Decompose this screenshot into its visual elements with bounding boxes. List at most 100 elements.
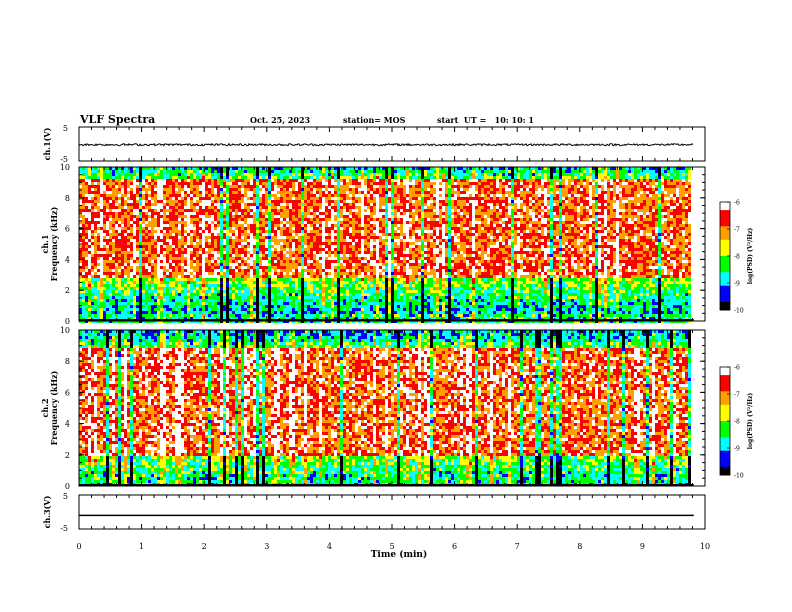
spectrogram-cell (127, 308, 130, 311)
spectrogram-cell (208, 209, 211, 212)
spectrogram-cell (205, 212, 208, 215)
spectrogram-cell (115, 302, 118, 305)
spectrogram-cell (166, 284, 169, 287)
spectrogram-cell (172, 281, 175, 284)
spectrogram-cell (199, 176, 202, 179)
spectrogram-cell (187, 230, 190, 233)
spectrogram-cell (121, 236, 124, 239)
spectrogram-cell (91, 299, 94, 302)
spectrogram-cell (166, 257, 169, 260)
spectrogram-cell (115, 221, 118, 224)
spectrogram-cell (103, 197, 106, 200)
spectrogram-cell (94, 311, 97, 314)
spectrogram-cell (175, 206, 178, 209)
spectrogram-cell (133, 296, 136, 299)
spectrogram-cell (214, 206, 217, 209)
spectrogram-cell (127, 311, 130, 314)
spectrogram-cell (106, 254, 109, 257)
spectrogram-cell (85, 314, 88, 317)
spectrogram-cell (157, 284, 160, 287)
spectrogram-cell (163, 236, 166, 239)
spectrogram-cell (118, 263, 121, 266)
spectrogram-cell (91, 200, 94, 203)
spectrogram-cell (160, 212, 163, 215)
spectrogram-cell (205, 197, 208, 200)
spectrogram-cell (91, 233, 94, 236)
spectrogram-cell (205, 203, 208, 206)
spectrogram-cell (100, 299, 103, 302)
spectrogram-cell (166, 299, 169, 302)
spectrogram-cell (169, 191, 172, 194)
spectrogram-cell (163, 272, 166, 275)
spectrogram-cell (115, 239, 118, 242)
spectrogram-cell (121, 254, 124, 257)
spectrogram-cell (103, 302, 106, 305)
spectrogram-cell (166, 194, 169, 197)
spectrogram-cell (145, 176, 148, 179)
spectrogram-cell (82, 305, 85, 308)
spectrogram-cell (196, 245, 199, 248)
spectrogram-cell (130, 230, 133, 233)
spectrogram-cell (115, 260, 118, 263)
spectrogram-cell (124, 260, 127, 263)
spectrogram-cell (121, 299, 124, 302)
spectrogram-cell (163, 260, 166, 263)
spectrogram-cell (178, 170, 181, 173)
spectrogram-cell (214, 221, 217, 224)
spectrogram-cell (196, 230, 199, 233)
spectrogram-cell (193, 173, 196, 176)
spectrogram-cell (97, 269, 100, 272)
spectrogram-cell (187, 245, 190, 248)
spectrogram-cell (100, 275, 103, 278)
spectrogram-cell (115, 194, 118, 197)
spectrogram-cell (172, 302, 175, 305)
spectrogram-cell (94, 224, 97, 227)
spectrogram-cell (190, 266, 193, 269)
spectrogram-cell (181, 272, 184, 275)
spectrogram-cell (175, 278, 178, 281)
spectrogram-cell (184, 284, 187, 287)
spectrogram-cell (82, 182, 85, 185)
spectrogram-cell (217, 203, 220, 206)
spectrogram-cell (190, 242, 193, 245)
spectrogram-cell (151, 290, 154, 293)
spectrogram-cell (82, 236, 85, 239)
spectrogram-cell (172, 272, 175, 275)
spectrogram-cell (148, 248, 151, 251)
spectrogram-cell (190, 212, 193, 215)
spectrogram-cell (193, 239, 196, 242)
spectrogram-cell (196, 206, 199, 209)
spectrogram-cell (115, 173, 118, 176)
spectrogram-cell (121, 269, 124, 272)
spectrogram-cell (172, 239, 175, 242)
spectrogram-cell (217, 197, 220, 200)
spectrogram-cell (121, 302, 124, 305)
spectrogram-cell (193, 191, 196, 194)
spectrogram-cell (211, 314, 214, 317)
spectrogram-cell (97, 224, 100, 227)
spectrogram-cell (109, 302, 112, 305)
spectrogram-cell (88, 233, 91, 236)
spectrogram-cell (178, 206, 181, 209)
spectrogram-cell (202, 296, 205, 299)
spectrogram-cell (199, 302, 202, 305)
spectrogram-cell (157, 215, 160, 218)
spectrogram-cell (196, 284, 199, 287)
spectrogram-cell (190, 263, 193, 266)
spectrogram-cell (202, 227, 205, 230)
spectrogram-cell (97, 251, 100, 254)
spectrogram-cell (100, 182, 103, 185)
spectrogram-cell (94, 233, 97, 236)
spectrogram-cell (202, 293, 205, 296)
spectrogram-cell (187, 203, 190, 206)
spectrogram-cell (205, 233, 208, 236)
spectrogram-cell (208, 302, 211, 305)
spectrogram-cell (181, 245, 184, 248)
spectrogram-cell (121, 206, 124, 209)
spectrogram-cell (148, 251, 151, 254)
spectrogram-cell (121, 305, 124, 308)
spectrogram-cell (121, 278, 124, 281)
spectrogram-cell (94, 179, 97, 182)
spectrogram-cell (121, 245, 124, 248)
spectrogram-cell (142, 305, 145, 308)
